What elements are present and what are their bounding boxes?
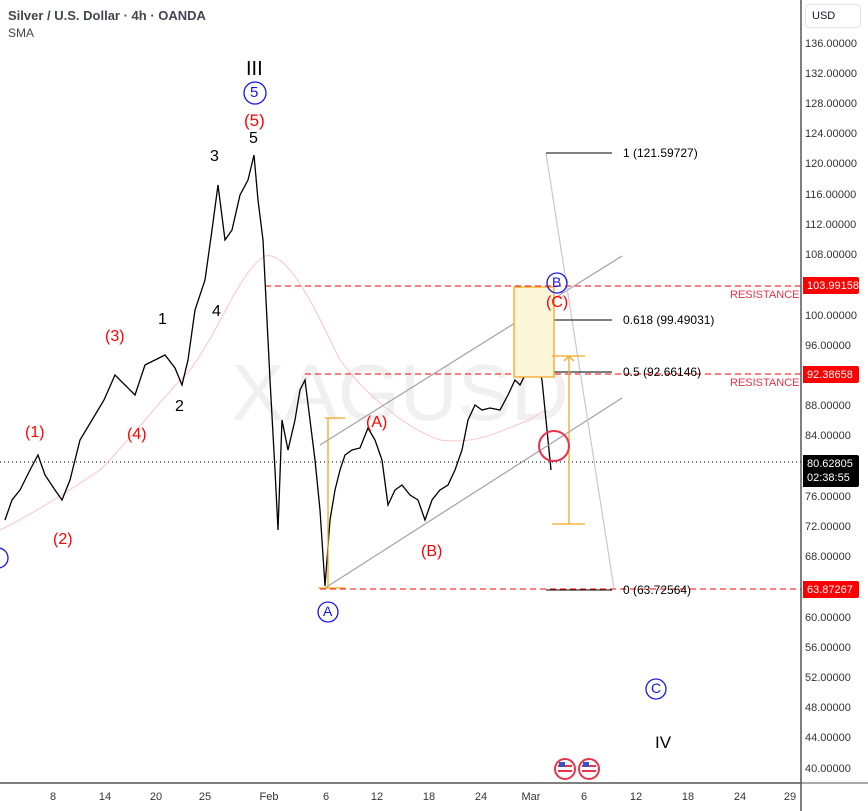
wave-label-circled-A: A — [323, 603, 333, 619]
time-tick: 8 — [49, 791, 57, 803]
wave-label-2: 2 — [175, 398, 184, 415]
time-tick: 29 — [783, 791, 797, 803]
wave-label-paren-5: (5) — [244, 111, 265, 130]
price-tick: 136.00000 — [805, 38, 857, 50]
time-tick: 18 — [681, 791, 695, 803]
us-flag-event-icon[interactable] — [578, 758, 600, 780]
price-tick: 100.00000 — [805, 310, 857, 322]
time-tick: 25 — [198, 791, 212, 803]
bar-countdown: 02:38:55 — [807, 472, 850, 484]
fib-trend-line — [545, 152, 615, 590]
resistance-label-lower: RESISTANCE — [730, 377, 800, 389]
indicator-label-sma[interactable]: SMA — [8, 26, 35, 40]
time-tick: 14 — [98, 791, 112, 803]
price-tick: 84.00000 — [805, 430, 851, 442]
price-tick: 56.00000 — [805, 642, 851, 654]
sma-line — [0, 255, 549, 531]
symbol-watermark: XAGUSD — [231, 348, 569, 437]
time-tick: 6 — [322, 791, 330, 803]
channel-lower-line — [324, 397, 623, 589]
wave-label-4: 4 — [212, 303, 221, 320]
price-tick: 116.00000 — [805, 189, 857, 201]
wave-label-circled-B: B — [552, 274, 562, 290]
price-tick: 44.00000 — [805, 732, 851, 744]
price-series — [4, 154, 552, 587]
wave-label-paren-2: (2) — [53, 531, 73, 548]
wave-label-circled-5: 5 — [250, 84, 259, 101]
target-zone-box — [513, 286, 555, 378]
wave-label-paren-A: (A) — [366, 414, 388, 431]
time-tick: 12 — [629, 791, 643, 803]
currency-selector[interactable]: USD — [805, 4, 861, 28]
time-tick: 18 — [422, 791, 436, 803]
price-tick: 96.00000 — [805, 340, 851, 352]
time-tick: Mar — [521, 791, 541, 803]
last-price-value: 80.62805 — [807, 458, 853, 470]
wave-label-IV: IV — [655, 733, 672, 752]
price-tick: 120.00000 — [805, 158, 857, 170]
fib-label-0: 0 (63.72564) — [623, 583, 692, 597]
price-tick: 52.00000 — [805, 672, 851, 684]
price-tag-support: 63.87267 — [803, 581, 859, 598]
price-tick: 76.00000 — [805, 491, 851, 503]
fib-label-05: 0.5 (92.66146) — [623, 365, 702, 379]
wave-label-paren-C: (C) — [546, 294, 569, 311]
price-tick: 88.00000 — [805, 400, 851, 412]
wave-label-III: III — [246, 58, 263, 80]
channel-upper-line — [319, 255, 623, 446]
wave-label-circled-C: C — [651, 680, 662, 696]
time-tick: Feb — [259, 791, 279, 803]
wave-label-paren-1: (1) — [25, 424, 45, 441]
price-tick: 108.00000 — [805, 249, 857, 261]
wave-label-paren-4: (4) — [127, 426, 147, 443]
wave-label-1: 1 — [158, 311, 167, 328]
price-tick: 132.00000 — [805, 68, 857, 80]
price-tick: 68.00000 — [805, 551, 851, 563]
highlight-circle — [538, 430, 570, 462]
time-tick: 20 — [149, 791, 163, 803]
us-flag-event-icon[interactable] — [554, 758, 576, 780]
resistance-label-upper: RESISTANCE — [730, 289, 800, 301]
price-tick: 112.00000 — [805, 219, 857, 231]
time-tick: 6 — [580, 791, 588, 803]
fib-label-1: 1 (121.59727) — [623, 146, 698, 160]
price-tag-last: 80.62805 02:38:55 — [803, 455, 859, 487]
time-tick: 24 — [474, 791, 488, 803]
wave-label-5: 5 — [249, 130, 258, 147]
fib-label-0618: 0.618 (99.49031) — [623, 313, 715, 327]
price-tick: 40.00000 — [805, 763, 851, 775]
price-tick: 60.00000 — [805, 612, 851, 624]
price-tick: 72.00000 — [805, 521, 851, 533]
price-tick: 124.00000 — [805, 128, 857, 140]
price-tick: 128.00000 — [805, 98, 857, 110]
price-tag-resistance-upper: 103.99158 — [803, 277, 859, 294]
price-tick: 48.00000 — [805, 702, 851, 714]
time-tick: 12 — [370, 791, 384, 803]
wave-label-3: 3 — [210, 148, 219, 165]
time-tick: 24 — [733, 791, 747, 803]
price-tag-resistance-lower: 92.38658 — [803, 366, 859, 383]
wave-label-paren-B: (B) — [421, 543, 443, 560]
wave-label-paren-3: (3) — [105, 328, 125, 345]
chart-title: Silver / U.S. Dollar · 4h · OANDA — [8, 8, 206, 23]
